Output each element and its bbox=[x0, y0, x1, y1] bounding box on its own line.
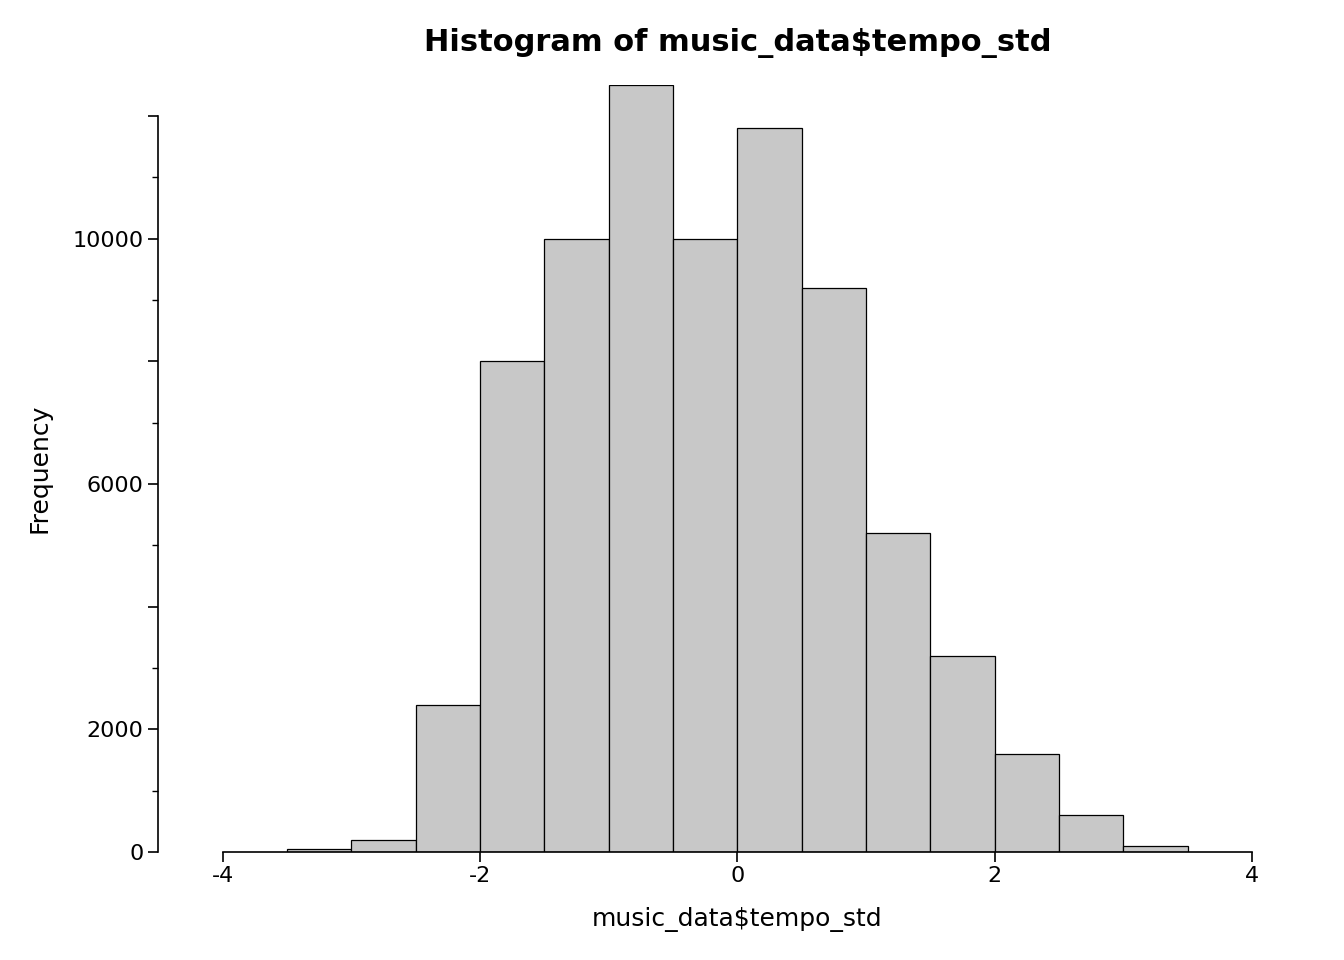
Bar bbox=[351, 840, 415, 852]
Bar bbox=[738, 129, 801, 852]
Bar bbox=[544, 239, 609, 852]
Bar bbox=[480, 361, 544, 852]
Y-axis label: Frequency: Frequency bbox=[28, 404, 52, 534]
Title: Histogram of music_data$tempo_std: Histogram of music_data$tempo_std bbox=[423, 28, 1051, 58]
Bar bbox=[866, 533, 930, 852]
Bar bbox=[1124, 846, 1188, 852]
Bar bbox=[995, 754, 1059, 852]
Bar bbox=[801, 288, 866, 852]
Bar bbox=[1059, 815, 1124, 852]
Bar bbox=[288, 849, 351, 852]
Bar bbox=[415, 705, 480, 852]
Bar bbox=[930, 656, 995, 852]
X-axis label: music_data$tempo_std: music_data$tempo_std bbox=[591, 907, 883, 932]
Bar bbox=[609, 85, 673, 852]
Bar bbox=[673, 239, 738, 852]
